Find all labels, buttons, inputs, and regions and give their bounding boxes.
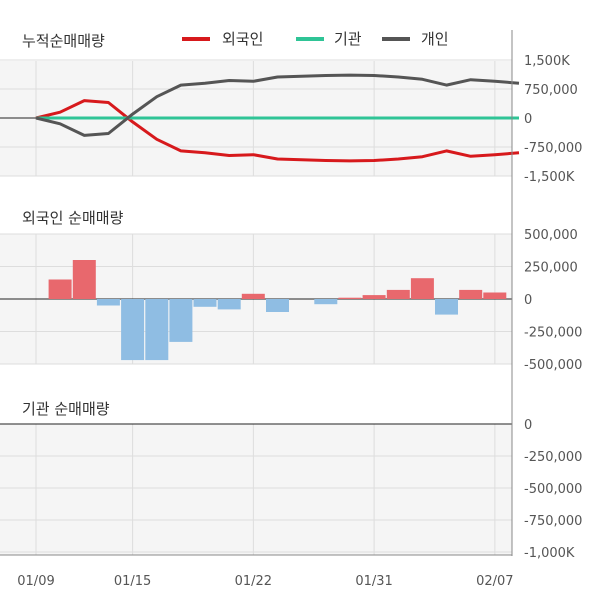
bar: [410, 278, 434, 299]
y-tick-label: -750,000: [524, 514, 582, 529]
x-tick-label: 01/15: [114, 574, 151, 589]
legend: 외국인 기관 개인: [182, 30, 449, 48]
legend-swatch-foreign: [182, 37, 210, 41]
x-tick-label: 01/22: [235, 574, 272, 589]
y-tick-label: -250,000: [524, 326, 582, 341]
bar: [145, 299, 169, 361]
bar: [121, 299, 145, 361]
bar: [217, 299, 241, 310]
plot-area-institution_daily: [0, 424, 512, 555]
foreign-chart-title: 외국인 순매매량: [22, 209, 124, 227]
y-tick-label: 0: [524, 293, 532, 308]
x-tick-label: 01/31: [355, 574, 392, 589]
y-tick-label: -500,000: [524, 482, 582, 497]
y-tick-label: 750,000: [524, 83, 578, 98]
legend-swatch-individual: [382, 37, 410, 41]
bar: [435, 299, 458, 315]
bar: [193, 299, 217, 307]
legend-swatch-institution: [296, 37, 324, 41]
bar: [96, 299, 120, 306]
y-tick-label: 1,500K: [524, 54, 570, 69]
y-tick-label: -500,000: [524, 358, 582, 373]
bar: [48, 279, 72, 299]
y-tick-label: -750,000: [524, 141, 582, 156]
legend-label-individual: 개인: [421, 30, 449, 48]
y-tick-label: -1,500K: [524, 170, 575, 185]
institution-chart-title: 기관 순매매량: [22, 400, 110, 418]
bar: [169, 299, 193, 342]
x-tick-label: 01/09: [17, 574, 54, 589]
y-tick-label: -1,000K: [524, 546, 575, 561]
y-tick-label: 0: [524, 418, 532, 433]
y-tick-label: 0: [524, 112, 532, 127]
bar: [483, 292, 507, 299]
bar: [241, 293, 265, 299]
bar: [72, 260, 96, 299]
cumulative-chart-title: 누적순매매량: [22, 32, 105, 50]
series-line-individual: [35, 73, 520, 137]
bar: [459, 289, 483, 299]
legend-label-institution: 기관: [334, 30, 362, 48]
legend-label-foreign: 외국인: [222, 30, 263, 48]
bar: [266, 299, 289, 312]
y-tick-label: 500,000: [524, 228, 578, 243]
bar: [314, 299, 338, 305]
bar: [338, 297, 362, 299]
x-tick-label: 02/07: [476, 574, 513, 589]
bar: [362, 295, 386, 299]
bar: [386, 289, 410, 299]
y-tick-label: 250,000: [524, 261, 578, 276]
y-tick-label: -250,000: [524, 450, 582, 465]
series-line-foreign: [35, 99, 520, 163]
